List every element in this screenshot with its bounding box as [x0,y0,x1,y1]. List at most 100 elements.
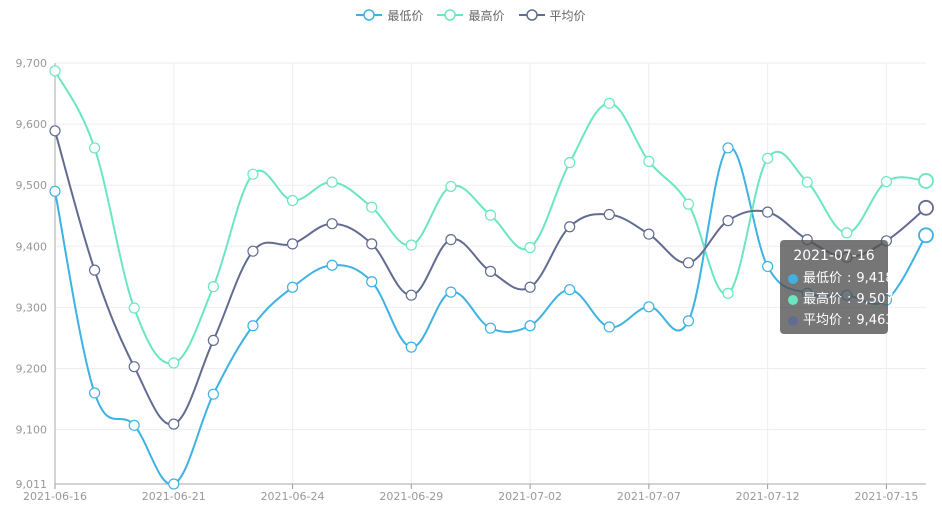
tooltip: 2021-07-16 最低价: 9,418 最高价: 9,507 平均价: 9,… [780,240,894,334]
data-point[interactable] [88,264,101,276]
data-point[interactable] [49,65,61,77]
tooltip-value-low: 9,418 [856,271,894,286]
data-point[interactable] [207,281,219,293]
data-point[interactable] [682,315,695,327]
data-point[interactable] [603,97,615,109]
tooltip-dot-avg [788,315,798,326]
data-point[interactable] [405,341,417,353]
data-point[interactable] [880,175,893,188]
data-point[interactable] [326,218,338,230]
data-point[interactable] [762,206,774,218]
tooltip-value-high: 9,507 [856,292,894,307]
data-point[interactable] [643,155,655,167]
data-point[interactable] [918,199,934,216]
data-point[interactable] [603,208,615,221]
y-tick-label: 9,500 [16,179,48,192]
data-point[interactable] [247,168,259,180]
data-point[interactable] [49,125,61,137]
data-point[interactable] [286,281,299,293]
data-point[interactable] [326,176,338,188]
data-point[interactable] [801,176,813,188]
x-tick-label: 2021-06-29 [379,490,443,503]
y-tick-label: 9,400 [16,240,48,253]
tooltip-label-avg: 平均价 [803,313,843,328]
data-point[interactable] [643,228,655,240]
x-tick-label: 2021-06-21 [142,490,206,503]
series-1 [49,65,934,369]
data-point[interactable] [207,334,219,347]
data-point[interactable] [524,320,536,332]
data-point[interactable] [722,142,734,154]
data-point[interactable] [168,478,180,490]
y-tick-label: 9,300 [16,301,48,314]
legend-marker-high [437,9,464,21]
tooltip-dot-high [788,294,798,305]
data-point[interactable] [564,156,576,169]
tooltip-row-avg: 平均价: 9,463 [788,310,894,331]
data-point[interactable] [128,302,140,314]
legend-label-high: 最高价 [468,8,505,23]
legend-item-high[interactable]: 最高价 [437,7,505,24]
data-point[interactable] [722,287,734,299]
tooltip-label-high: 最高价 [803,292,843,307]
data-point[interactable] [366,201,378,213]
data-point[interactable] [128,361,140,373]
tooltip-label-low: 最低价 [803,271,843,286]
series-layer [49,65,934,490]
data-point[interactable] [603,321,615,333]
data-point[interactable] [366,238,378,250]
y-tick-label: 9,600 [16,118,48,131]
legend-item-avg[interactable]: 平均价 [518,7,586,24]
data-point[interactable] [524,241,536,254]
data-point[interactable] [564,284,576,296]
tooltip-value-avg: 9,463 [856,313,894,328]
legend-label-avg: 平均价 [549,8,586,23]
data-point[interactable] [484,265,497,277]
data-point[interactable] [49,185,61,197]
data-point[interactable] [286,238,299,250]
tooltip-row-high: 最高价: 9,507 [788,289,894,310]
legend: 最低价 最高价 平均价 [0,5,942,25]
data-point[interactable] [168,357,180,369]
y-tick-label: 9,700 [16,57,48,70]
data-point[interactable] [484,322,497,334]
data-point[interactable] [247,245,259,257]
data-point[interactable] [918,227,934,244]
data-point[interactable] [207,388,219,400]
data-point[interactable] [128,419,140,431]
data-point[interactable] [88,387,101,399]
data-point[interactable] [643,301,655,313]
data-point[interactable] [88,142,101,154]
legend-item-low[interactable]: 最低价 [356,7,423,24]
data-point[interactable] [405,239,417,251]
data-point[interactable] [326,259,338,271]
axes: 9,011 9,100 9,200 9,300 9,400 9,500 9,600 9,700… [16,57,926,503]
legend-label-low: 最低价 [387,8,424,23]
data-point[interactable] [445,286,457,298]
data-point[interactable] [405,289,417,301]
x-tick-label: 2021-06-16 [23,490,87,503]
data-point[interactable] [762,152,774,164]
data-point[interactable] [762,260,774,273]
series-2 [49,125,934,430]
grid-lines [54,62,926,485]
data-point[interactable] [564,221,576,233]
data-point[interactable] [841,227,853,239]
data-point[interactable] [722,215,734,227]
data-point[interactable] [682,257,695,269]
tooltip-dot-low [788,273,798,284]
tooltip-title: 2021-07-16 [793,248,875,264]
data-point[interactable] [366,276,378,288]
data-point[interactable] [524,281,536,293]
data-point[interactable] [286,194,299,207]
x-tick-label: 2021-07-07 [617,490,681,503]
data-point[interactable] [168,418,180,430]
data-point[interactable] [918,173,934,189]
y-tick-label: 9,100 [16,424,48,437]
data-point[interactable] [445,233,457,246]
data-point[interactable] [682,198,695,210]
data-point[interactable] [484,209,497,221]
data-point[interactable] [445,180,457,193]
data-point[interactable] [247,320,259,332]
